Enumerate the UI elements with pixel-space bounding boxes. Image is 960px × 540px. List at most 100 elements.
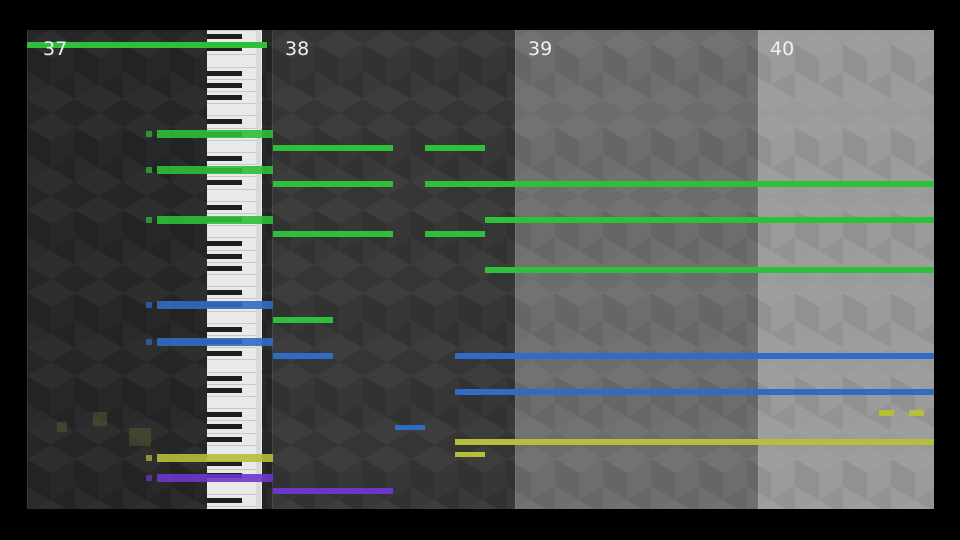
green-active-key-highlight [157, 130, 273, 138]
white-key-divider [207, 261, 262, 263]
measure-number-39: 39 [528, 38, 553, 60]
black-key[interactable] [207, 326, 242, 332]
purple-note-marker [146, 475, 152, 481]
purple-note[interactable] [273, 488, 393, 494]
yellow-note-marker [146, 455, 152, 461]
white-key-divider [207, 493, 262, 495]
white-key-divider [207, 200, 262, 202]
black-key[interactable] [207, 290, 242, 296]
white-key-divider [207, 274, 262, 275]
measure-number-38: 38 [285, 38, 310, 60]
black-key[interactable] [207, 424, 242, 430]
green-note[interactable] [273, 181, 393, 187]
blue-note[interactable] [273, 353, 333, 359]
green-note[interactable] [425, 181, 934, 187]
white-key-divider [207, 310, 262, 312]
green-note[interactable] [425, 231, 485, 237]
white-key-divider [207, 359, 262, 361]
white-key-divider [207, 408, 262, 410]
yellow-note[interactable] [455, 452, 485, 457]
white-key-divider [207, 298, 262, 300]
white-key-divider [207, 66, 262, 68]
yellow-note[interactable] [455, 439, 934, 445]
black-key[interactable] [207, 241, 242, 247]
playhead[interactable] [256, 30, 261, 509]
white-key-divider [207, 30, 262, 31]
white-key-divider [207, 213, 262, 214]
white-key-divider [207, 91, 262, 92]
green-note[interactable] [273, 231, 393, 237]
black-key[interactable] [207, 265, 242, 271]
black-key[interactable] [207, 95, 242, 100]
black-key[interactable] [207, 180, 242, 186]
white-key-divider [207, 371, 262, 373]
blue-note-marker [146, 302, 152, 308]
piano-keyboard[interactable] [207, 30, 262, 509]
measure-number-37: 37 [43, 38, 68, 60]
yellow-active-key-highlight [157, 454, 273, 462]
white-key-divider [207, 469, 262, 471]
blue-note[interactable] [395, 425, 425, 430]
white-key-divider [207, 54, 262, 56]
green-note[interactable] [27, 42, 267, 48]
green-note-marker [146, 131, 152, 137]
black-key[interactable] [207, 497, 242, 503]
piano-roll-viewport[interactable]: 37 38 39 40 [27, 30, 934, 509]
white-key-divider [207, 347, 262, 349]
green-note[interactable] [273, 317, 333, 323]
measure-line [272, 30, 273, 509]
black-key[interactable] [207, 156, 242, 161]
purple-active-key-highlight [157, 474, 273, 482]
white-key-divider [207, 322, 262, 324]
blue-note-marker [146, 339, 152, 345]
white-key-divider [207, 152, 262, 153]
black-key[interactable] [207, 70, 242, 76]
white-key-divider [207, 139, 262, 141]
black-key[interactable] [207, 387, 242, 393]
black-key[interactable] [207, 82, 242, 88]
blue-note[interactable] [455, 353, 934, 359]
black-key[interactable] [207, 119, 242, 125]
green-note[interactable] [485, 267, 934, 273]
ghost-note [57, 422, 67, 432]
black-key[interactable] [207, 46, 242, 52]
blue-active-key-highlight [157, 301, 273, 309]
yellow-note[interactable] [909, 410, 924, 416]
yellow-note[interactable] [879, 410, 894, 416]
white-key-divider [207, 432, 262, 434]
black-key[interactable] [207, 351, 242, 357]
white-key-divider [207, 444, 262, 446]
white-key-divider [207, 249, 262, 251]
green-note-marker [146, 167, 152, 173]
ghost-note [129, 428, 151, 446]
green-note[interactable] [425, 145, 485, 151]
white-key-divider [207, 103, 262, 105]
measure-number-40: 40 [770, 38, 795, 60]
black-key[interactable] [207, 375, 242, 381]
green-note[interactable] [485, 217, 934, 223]
black-key[interactable] [207, 253, 242, 259]
black-key[interactable] [207, 412, 242, 418]
green-note[interactable] [273, 145, 393, 151]
white-key-divider [207, 127, 262, 129]
white-key-divider [207, 225, 262, 227]
green-active-key-highlight [157, 216, 273, 224]
black-key[interactable] [207, 34, 242, 39]
white-key-divider [207, 396, 262, 397]
white-key-divider [207, 505, 262, 507]
white-key-divider [207, 164, 262, 166]
measure-line [27, 30, 28, 509]
white-key-divider [207, 420, 262, 422]
ghost-note [93, 412, 107, 426]
blue-note[interactable] [455, 389, 934, 395]
black-key[interactable] [207, 436, 242, 442]
black-key[interactable] [207, 204, 242, 210]
white-key-divider [207, 115, 262, 117]
white-key-divider [207, 176, 262, 178]
white-key-divider [207, 78, 262, 80]
black-key[interactable] [207, 461, 242, 466]
green-active-key-highlight [157, 166, 273, 174]
white-key-divider [207, 188, 262, 190]
green-note-marker [146, 217, 152, 223]
blue-active-key-highlight [157, 338, 273, 346]
